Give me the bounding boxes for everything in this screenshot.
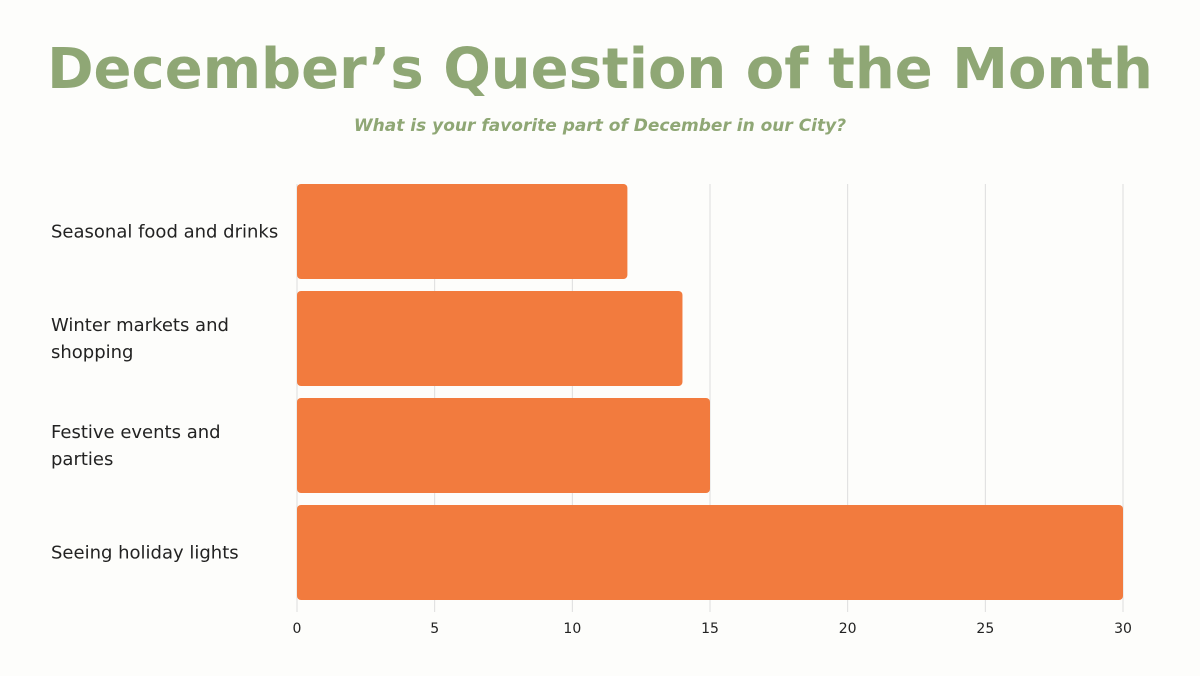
bar [297,398,710,493]
x-tick-label: 20 [839,621,857,637]
category-label: Winter markets and shopping [51,315,229,363]
category-label: Seeing holiday lights [51,543,239,564]
x-axis-ticks: 0 5 10 15 20 25 30 [293,621,1132,637]
x-tick-label: 15 [701,621,719,637]
category-label: Seasonal food and drinks [51,222,278,243]
bar [297,291,683,386]
x-tick-label: 25 [976,621,994,637]
x-tick-label: 10 [563,621,581,637]
bar [297,505,1123,600]
category-labels: Seasonal food and drinks Winter markets a… [51,222,278,564]
category-label: Festive events and parties [51,422,221,470]
chart-title: December’s Question of the Month [47,37,1153,102]
bar [297,184,628,279]
bars [297,184,1123,600]
x-tick-label: 30 [1114,621,1132,637]
chart-subtitle: What is your favorite part of December i… [353,116,847,136]
x-tick-label: 5 [430,621,439,637]
x-tick-label: 0 [293,621,302,637]
